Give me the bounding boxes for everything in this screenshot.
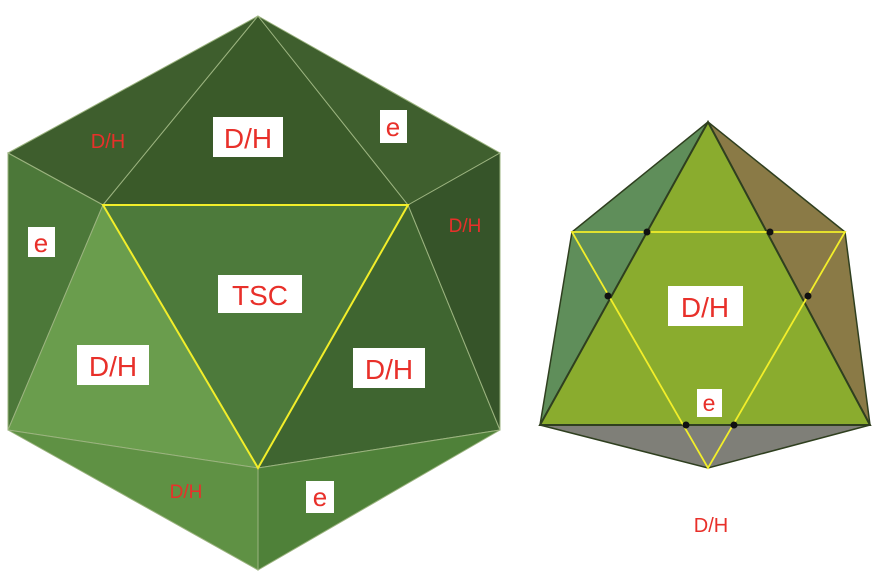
oct-vertex-dot xyxy=(766,228,774,236)
svg-text:D/H: D/H xyxy=(681,292,729,323)
ico-face-right-upper xyxy=(407,152,501,431)
svg-text:TSC: TSC xyxy=(232,280,288,311)
ico-label-center: TSC xyxy=(218,275,302,313)
svg-text:D/H: D/H xyxy=(89,351,137,382)
svg-text:D/H: D/H xyxy=(449,216,482,237)
octahedron xyxy=(538,119,872,470)
oct-vertex-dot xyxy=(730,421,738,429)
ico-label-left-upper: e xyxy=(28,227,55,258)
ico-label-top-right: e xyxy=(380,110,407,143)
ico-label-left-lower: D/H xyxy=(77,345,149,385)
oct-vertex-dot xyxy=(682,421,690,429)
oct-label-lower: e xyxy=(697,389,722,417)
svg-text:e: e xyxy=(386,112,400,142)
svg-text:D/H: D/H xyxy=(365,354,413,385)
ico-label-top-center: D/H xyxy=(213,117,283,157)
oct-vertex-dot xyxy=(804,292,812,300)
svg-text:e: e xyxy=(703,390,716,416)
oct-highlight-triangle xyxy=(570,231,847,470)
oct-label-below: D/H xyxy=(694,515,728,537)
svg-text:e: e xyxy=(34,228,48,258)
ico-face-bottom-right xyxy=(257,429,501,571)
oct-vertex-dot xyxy=(643,228,651,236)
svg-text:D/H: D/H xyxy=(694,515,728,537)
ico-label-top-left: D/H xyxy=(91,131,125,153)
svg-text:D/H: D/H xyxy=(224,123,272,154)
svg-text:D/H: D/H xyxy=(91,131,125,153)
svg-text:e: e xyxy=(313,482,327,512)
oct-label-center: D/H xyxy=(668,286,743,326)
ico-label-bottom-right: e xyxy=(306,481,334,513)
svg-text:D/H: D/H xyxy=(170,482,203,503)
ico-label-right-lower: D/H xyxy=(353,348,425,388)
ico-label-bottom-left: D/H xyxy=(170,482,203,503)
oct-face-front xyxy=(538,119,872,426)
oct-vertex-dot xyxy=(604,292,612,300)
ico-label-right-upper: D/H xyxy=(449,216,482,237)
icosahedron xyxy=(6,15,502,571)
ico-highlight-triangle xyxy=(101,204,410,470)
